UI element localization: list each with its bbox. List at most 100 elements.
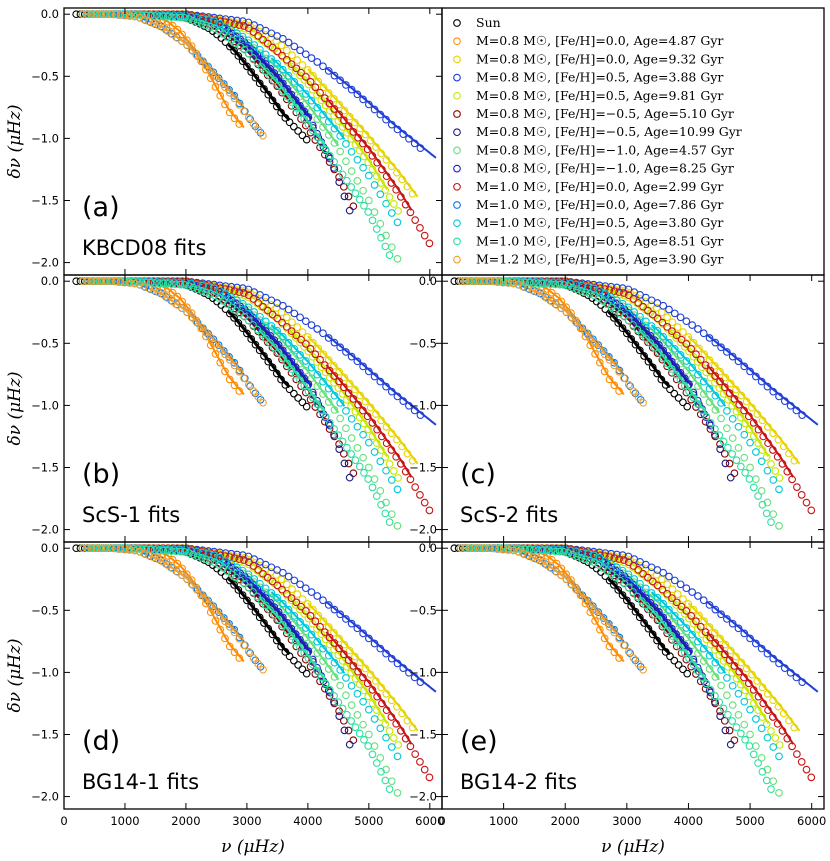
data-point [274, 74, 283, 82]
data-point [336, 610, 345, 619]
data-point [284, 305, 293, 314]
data-point [244, 647, 253, 656]
data-point [294, 394, 302, 402]
data-point [734, 689, 743, 698]
data-point [746, 705, 754, 714]
x-tick-label: 6000 [797, 814, 826, 828]
data-point [290, 309, 299, 318]
data-point [385, 727, 394, 735]
data-point [655, 348, 663, 357]
data-point [763, 733, 772, 742]
data-point [303, 333, 312, 341]
plot-area [72, 544, 437, 797]
fit-line [288, 329, 388, 458]
data-point [230, 313, 238, 322]
data-point [311, 350, 320, 359]
data-point [568, 550, 577, 559]
data-point [586, 600, 595, 609]
y-tick-label: 0.0 [41, 7, 59, 21]
data-point [534, 279, 542, 288]
data-point [663, 590, 671, 598]
data-point [335, 712, 344, 720]
data-point [225, 355, 234, 364]
data-point [771, 734, 780, 742]
data-point [230, 554, 239, 562]
data-point [279, 568, 287, 577]
data-point [376, 457, 385, 466]
data-point [272, 304, 281, 312]
data-point [682, 357, 691, 365]
data-point [259, 665, 267, 674]
data-point [234, 319, 243, 327]
data-point [610, 313, 618, 322]
panel-caption: BG14-2 fits [460, 770, 577, 794]
data-point [695, 344, 703, 353]
data-point [339, 716, 348, 725]
data-point [701, 417, 710, 426]
data-point [240, 22, 248, 30]
data-point [335, 178, 344, 186]
data-point [221, 23, 230, 31]
data-point [642, 601, 650, 610]
data-point [87, 544, 96, 553]
data-point [163, 546, 172, 555]
data-point [710, 361, 719, 370]
data-point [394, 474, 402, 482]
data-point [253, 325, 262, 334]
legend-entry: M=0.8 M☉, [Fe/H]=0.0, Age=4.87 Gyr [476, 33, 723, 48]
fit-line [149, 20, 242, 106]
data-point [293, 323, 302, 332]
data-point [180, 548, 189, 556]
data-point [347, 450, 356, 458]
data-point [230, 46, 238, 55]
data-point [771, 467, 780, 475]
data-point [301, 340, 310, 348]
data-point [187, 46, 196, 54]
data-point [376, 190, 385, 199]
data-point [734, 711, 743, 719]
data-point [359, 186, 367, 195]
fit-line [607, 310, 672, 389]
data-point [339, 449, 348, 458]
data-point [650, 343, 659, 352]
data-point [674, 661, 683, 669]
data-point [720, 449, 729, 458]
y-tick-label: −1.5 [31, 727, 59, 741]
data-point [347, 717, 356, 725]
data-point [111, 10, 120, 19]
data-point [288, 51, 296, 60]
data-point [319, 83, 328, 92]
data-point [278, 51, 286, 60]
data-point [490, 277, 498, 286]
data-point [676, 618, 685, 626]
data-point [279, 621, 287, 629]
data-point [240, 107, 248, 116]
data-point [141, 544, 150, 553]
data-point [683, 402, 692, 411]
data-point [564, 282, 573, 290]
data-point [719, 437, 728, 446]
data-point [723, 424, 731, 433]
data-point [725, 459, 734, 468]
data-point [504, 279, 513, 287]
data-point [520, 277, 529, 286]
data-point [730, 469, 739, 478]
data-point [573, 552, 581, 561]
data-point [292, 598, 301, 607]
series-13 [78, 10, 267, 140]
data-point [240, 374, 248, 383]
data-point [83, 10, 91, 19]
data-point [272, 571, 281, 579]
data-point [130, 546, 139, 555]
data-point [187, 313, 196, 321]
data-point [529, 279, 538, 287]
data-point [293, 56, 302, 65]
data-point [456, 277, 465, 286]
data-point [193, 285, 202, 294]
data-point [382, 733, 390, 742]
data-point [267, 322, 276, 330]
data-point [307, 363, 316, 372]
data-point [282, 323, 291, 331]
data-point [701, 628, 710, 636]
data-point [338, 170, 347, 179]
